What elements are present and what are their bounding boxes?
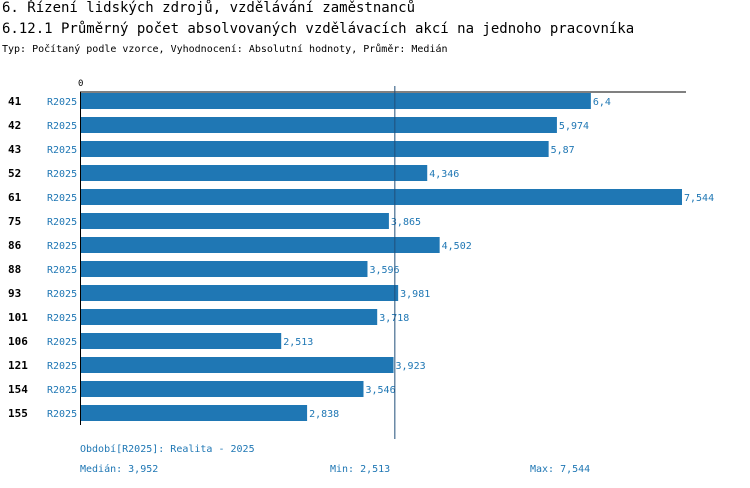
value-label: 2,838 <box>309 409 339 420</box>
bar <box>81 285 399 301</box>
x-tick-label: 0 <box>78 79 83 89</box>
median-summary: Medián: 3,952 <box>80 464 159 475</box>
category-label: 61 <box>8 191 22 204</box>
series-label: R2025 <box>47 169 77 180</box>
value-label: 3,546 <box>365 385 395 396</box>
value-label: 4,502 <box>442 241 472 252</box>
bar <box>81 117 557 133</box>
bar <box>81 357 394 373</box>
bar <box>81 405 308 421</box>
series-label: R2025 <box>47 361 77 372</box>
bar <box>81 381 364 397</box>
series-label: R2025 <box>47 217 77 228</box>
bar <box>81 93 591 109</box>
bar <box>81 333 282 349</box>
page-title: 6. Řízení lidských zdrojů, vzdělávání za… <box>2 0 416 16</box>
bar <box>81 165 428 181</box>
bar <box>81 189 682 205</box>
value-label: 3,981 <box>400 289 430 300</box>
category-label: 43 <box>8 143 21 156</box>
bar <box>81 309 378 325</box>
chart-type-info: Typ: Počítaný podle vzorce, Vyhodnocení:… <box>2 44 448 55</box>
series-label: R2025 <box>47 313 77 324</box>
series-label: R2025 <box>47 97 77 108</box>
series-label: R2025 <box>47 409 77 420</box>
category-label: 93 <box>8 287 21 300</box>
value-label: 3,865 <box>391 217 421 228</box>
series-label: R2025 <box>47 145 77 156</box>
series-label: R2025 <box>47 289 77 300</box>
value-label: 3,923 <box>396 361 426 372</box>
min-summary: Min: 2,513 <box>330 464 391 475</box>
category-label: 52 <box>8 167 21 180</box>
value-label: 5,974 <box>559 121 589 132</box>
category-label: 75 <box>8 215 21 228</box>
value-label: 5,87 <box>551 145 575 156</box>
category-label: 42 <box>8 119 21 132</box>
max-summary: Max: 7,544 <box>530 464 591 475</box>
series-label: R2025 <box>47 241 77 252</box>
category-label: 121 <box>8 359 28 372</box>
value-label: 7,544 <box>684 193 714 204</box>
series-label: R2025 <box>47 193 77 204</box>
category-label: 154 <box>8 383 28 396</box>
period-legend: Období[R2025]: Realita - 2025 <box>80 444 255 455</box>
value-label: 6,4 <box>593 97 611 108</box>
value-label: 3,718 <box>379 313 409 324</box>
value-label: 3,596 <box>369 265 399 276</box>
category-label: 41 <box>8 95 22 108</box>
category-label: 155 <box>8 407 28 420</box>
series-label: R2025 <box>47 121 77 132</box>
bar <box>81 141 549 157</box>
chart-title: 6.12.1 Průměrný počet absolvovaných vzdě… <box>2 21 635 37</box>
bar <box>81 213 389 229</box>
category-label: 106 <box>8 335 28 348</box>
series-label: R2025 <box>47 385 77 396</box>
category-label: 88 <box>8 263 21 276</box>
value-label: 2,513 <box>283 337 313 348</box>
bar <box>81 237 440 253</box>
series-label: R2025 <box>47 265 77 276</box>
value-label: 4,346 <box>429 169 459 180</box>
series-label: R2025 <box>47 337 77 348</box>
category-label: 86 <box>8 239 22 252</box>
bar <box>81 261 368 277</box>
category-label: 101 <box>8 311 28 324</box>
